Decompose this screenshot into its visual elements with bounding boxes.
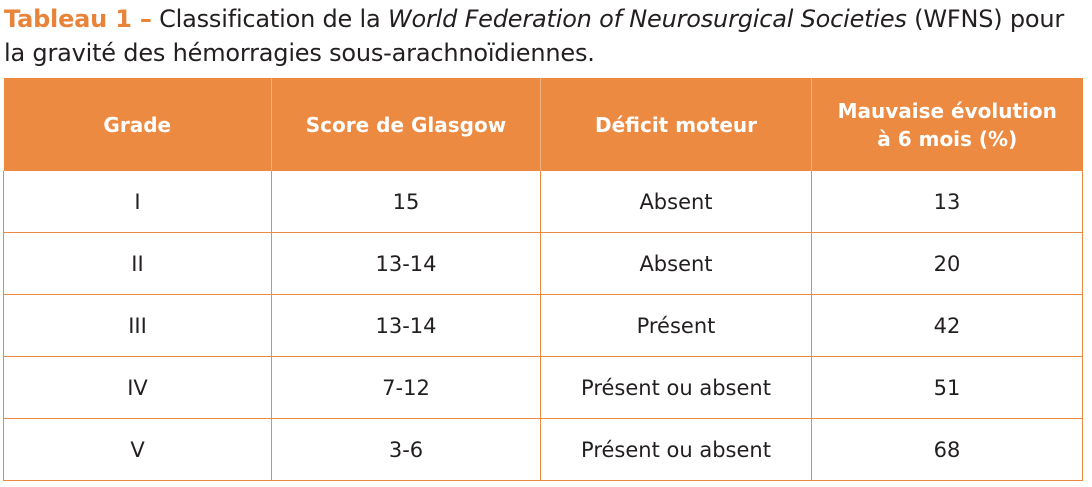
- wfns-table: Grade Score de Glasgow Déficit moteur Ma…: [3, 78, 1083, 481]
- header-grade: Grade: [3, 78, 272, 171]
- caption-label: Tableau 1 –: [4, 5, 152, 33]
- cell-grade: II: [3, 232, 272, 295]
- table-caption: Tableau 1 – Classification de la World F…: [4, 2, 1088, 70]
- table-header-row: Grade Score de Glasgow Déficit moteur Ma…: [3, 78, 1083, 171]
- cell-motor-deficit: Présent ou absent: [540, 356, 812, 419]
- cell-poor-outcome: 13: [811, 171, 1083, 233]
- cell-glasgow: 13-14: [271, 232, 541, 295]
- cell-glasgow: 15: [271, 171, 541, 233]
- table-row: II 13-14 Absent 20: [3, 232, 1083, 295]
- cell-poor-outcome: 51: [811, 356, 1083, 419]
- cell-motor-deficit: Absent: [540, 171, 812, 233]
- cell-motor-deficit: Absent: [540, 232, 812, 295]
- cell-grade: V: [3, 418, 272, 481]
- caption-text-end: (WFNS) pour la gravité des hémorragies s…: [4, 5, 1065, 67]
- table-row: III 13-14 Présent 42: [3, 294, 1083, 357]
- cell-grade: IV: [3, 356, 272, 419]
- table-row: IV 7-12 Présent ou absent 51: [3, 356, 1083, 419]
- header-poor-outcome: Mauvaise évolution à 6 mois (%): [811, 78, 1083, 171]
- cell-glasgow: 13-14: [271, 294, 541, 357]
- header-poor-outcome-label: Mauvaise évolution à 6 mois (%): [837, 98, 1057, 151]
- cell-glasgow: 7-12: [271, 356, 541, 419]
- header-glasgow-score: Score de Glasgow: [271, 78, 541, 171]
- cell-motor-deficit: Présent ou absent: [540, 418, 812, 481]
- caption-text: Classification de la: [151, 5, 388, 33]
- table-row: V 3-6 Présent ou absent 68: [3, 418, 1083, 481]
- cell-grade: III: [3, 294, 272, 357]
- header-motor-deficit: Déficit moteur: [540, 78, 812, 171]
- cell-glasgow: 3-6: [271, 418, 541, 481]
- cell-motor-deficit: Présent: [540, 294, 812, 357]
- cell-grade: I: [3, 171, 272, 233]
- table-row: I 15 Absent 13: [3, 171, 1083, 233]
- cell-poor-outcome: 68: [811, 418, 1083, 481]
- cell-poor-outcome: 42: [811, 294, 1083, 357]
- caption-italic-text: World Federation of Neurosurgical Societ…: [387, 5, 907, 33]
- cell-poor-outcome: 20: [811, 232, 1083, 295]
